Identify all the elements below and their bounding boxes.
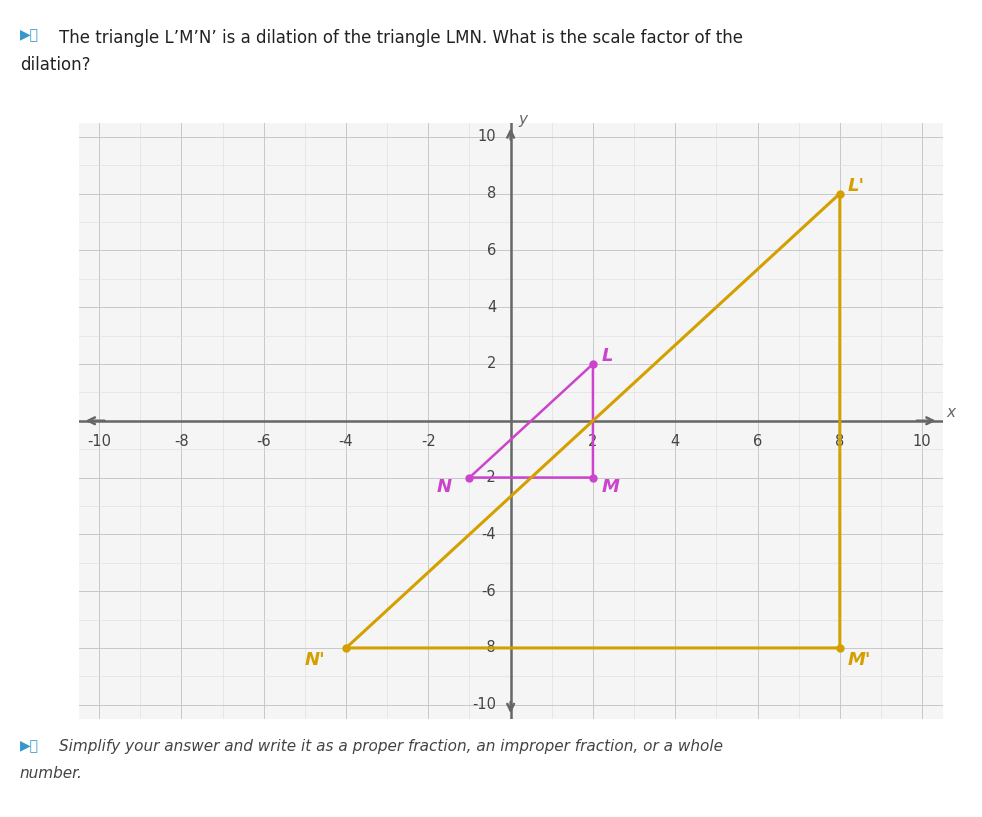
Text: L': L': [848, 176, 865, 194]
Text: N: N: [437, 478, 452, 496]
Text: -4: -4: [481, 527, 496, 542]
Text: 8: 8: [487, 186, 496, 201]
Text: 6: 6: [753, 434, 762, 449]
Text: ▶⧗: ▶⧗: [20, 29, 38, 42]
Text: -6: -6: [256, 434, 271, 449]
Text: M': M': [848, 651, 871, 669]
Text: -2: -2: [481, 470, 496, 485]
Text: 2: 2: [588, 434, 598, 449]
Text: 10: 10: [913, 434, 932, 449]
Text: -4: -4: [339, 434, 354, 449]
Text: 10: 10: [477, 129, 496, 145]
Text: -2: -2: [421, 434, 436, 449]
Text: 6: 6: [487, 243, 496, 258]
Text: 2: 2: [487, 356, 496, 372]
Text: N': N': [304, 651, 325, 669]
Text: -10: -10: [472, 697, 496, 712]
Text: L: L: [601, 347, 613, 365]
Text: -6: -6: [481, 583, 496, 599]
Text: 8: 8: [836, 434, 845, 449]
Text: 4: 4: [671, 434, 680, 449]
Text: ▶⧗: ▶⧗: [20, 739, 38, 753]
Text: -8: -8: [174, 434, 189, 449]
Text: number.: number.: [20, 766, 82, 781]
Text: The triangle L’M’N’ is a dilation of the triangle LMN. What is the scale factor : The triangle L’M’N’ is a dilation of the…: [59, 29, 743, 47]
Text: -8: -8: [481, 641, 496, 655]
Text: 4: 4: [487, 300, 496, 315]
Text: -10: -10: [87, 434, 111, 449]
Text: dilation?: dilation?: [20, 56, 90, 74]
Text: x: x: [947, 404, 955, 420]
Text: M: M: [601, 478, 619, 496]
Text: Simplify your answer and write it as a proper fraction, an improper fraction, or: Simplify your answer and write it as a p…: [59, 739, 723, 754]
Text: y: y: [518, 112, 528, 127]
